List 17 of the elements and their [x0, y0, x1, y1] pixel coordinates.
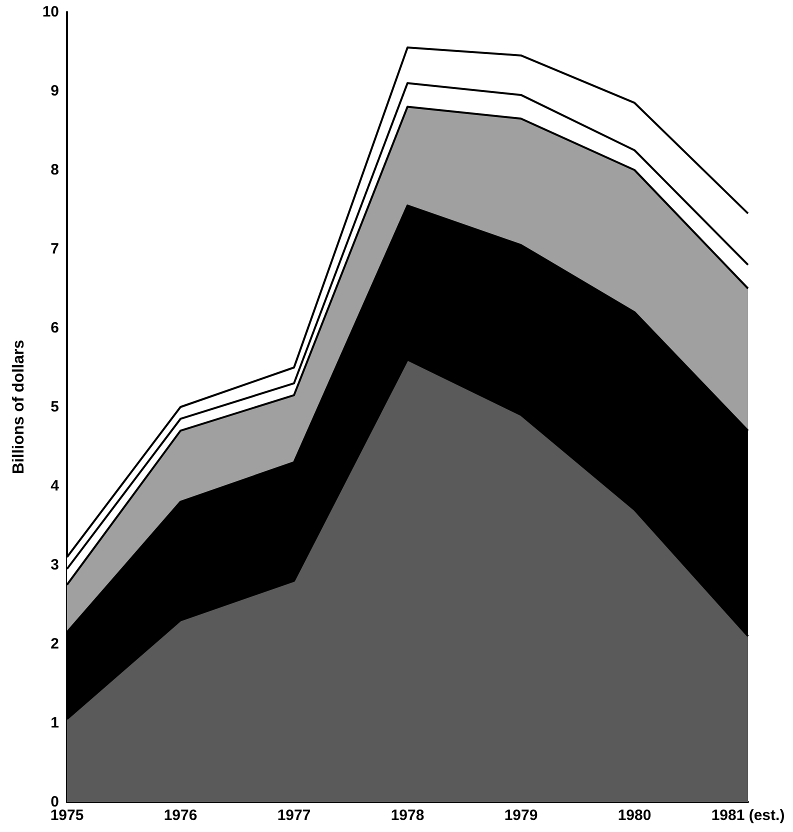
y-tick-label: 1 — [50, 714, 59, 732]
y-tick-label: 9 — [50, 82, 59, 100]
x-tick-label: 1980 — [618, 807, 652, 824]
x-tick-label: 1979 — [504, 807, 538, 824]
x-tick-label: 1976 — [164, 807, 198, 824]
y-tick-label: 6 — [50, 320, 59, 336]
y-tick-label: 3 — [50, 556, 59, 574]
y-tick-label: 8 — [50, 162, 59, 178]
x-tick-label: 1978 — [390, 807, 424, 824]
y-tick-label: 10 — [42, 4, 59, 20]
y-tick-label: 4 — [50, 478, 60, 494]
y-tick-label: 5 — [50, 398, 59, 416]
x-tick-label: 1981 (est.) — [711, 807, 785, 824]
x-tick-label: 1977 — [277, 807, 311, 824]
y-tick-label: 2 — [50, 636, 59, 652]
y-tick-label: 7 — [50, 240, 59, 258]
y-axis-title: Billions of dollars — [10, 340, 28, 474]
